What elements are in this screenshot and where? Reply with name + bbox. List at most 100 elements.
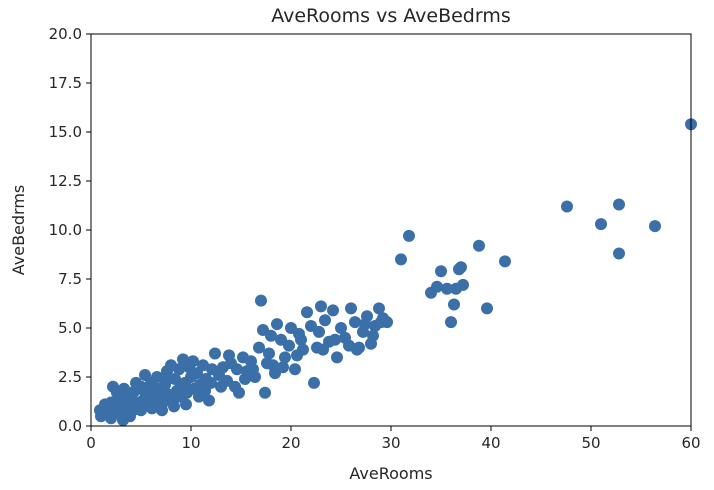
data-point (263, 347, 275, 360)
data-point (291, 349, 303, 362)
data-point (209, 347, 221, 360)
x-axis-label: AveRooms (349, 464, 432, 483)
x-tick-label: 0 (86, 434, 96, 452)
data-point (327, 304, 339, 317)
data-point (140, 388, 152, 401)
data-point (308, 376, 320, 389)
data-point (174, 382, 186, 395)
x-tick-label: 50 (581, 434, 600, 452)
data-point (105, 412, 117, 425)
y-tick-label: 20.0 (49, 25, 82, 43)
data-point (613, 198, 625, 211)
data-point (203, 394, 215, 407)
x-tick-label: 30 (381, 434, 400, 452)
data-point (319, 314, 331, 327)
data-point (295, 333, 307, 346)
data-point (473, 239, 485, 252)
data-point (259, 386, 271, 399)
data-point (499, 255, 511, 268)
y-tick-label: 15.0 (49, 123, 82, 141)
data-point (180, 398, 192, 411)
data-point (289, 363, 301, 376)
x-tick-label: 10 (181, 434, 200, 452)
data-point (261, 357, 273, 370)
data-point (146, 402, 158, 415)
data-point (613, 247, 625, 260)
data-point (283, 339, 295, 352)
data-point (118, 382, 130, 395)
data-point (239, 373, 251, 385)
data-point (375, 316, 387, 329)
data-point (373, 302, 385, 315)
data-point (265, 329, 277, 342)
y-axis-ticks: 0.0 2.5 5.0 7.5 10.0 12.5 15.0 17.5 20.0 (49, 25, 91, 435)
data-point (335, 322, 347, 334)
x-axis-ticks: 0 10 20 30 40 50 60 (86, 426, 701, 452)
data-point (441, 282, 453, 295)
data-point (561, 200, 573, 213)
data-point (435, 265, 447, 278)
data-point (403, 229, 415, 242)
data-point (345, 302, 357, 315)
data-point (156, 404, 168, 417)
data-point (168, 400, 180, 413)
data-point (359, 318, 371, 331)
data-point (317, 343, 329, 356)
data-point (595, 218, 607, 231)
y-tick-label: 17.5 (49, 74, 82, 92)
data-point (233, 386, 245, 399)
data-point (445, 316, 457, 329)
data-point (395, 253, 407, 266)
x-tick-label: 60 (681, 434, 700, 452)
data-point (481, 302, 493, 315)
y-tick-label: 12.5 (49, 172, 82, 190)
data-point (151, 382, 163, 395)
y-tick-label: 10.0 (49, 221, 82, 239)
data-point (205, 376, 217, 389)
y-tick-label: 5.0 (58, 319, 82, 337)
data-point (253, 341, 265, 354)
data-point (349, 316, 361, 329)
data-point (197, 359, 209, 372)
data-point (351, 343, 363, 356)
data-point (115, 408, 127, 421)
data-point (130, 376, 142, 389)
x-tick-label: 20 (281, 434, 300, 452)
data-point (231, 363, 243, 376)
data-point (315, 300, 327, 313)
data-point (162, 373, 174, 385)
data-point (329, 333, 341, 346)
data-point (124, 410, 136, 423)
data-point (279, 351, 291, 364)
data-point (455, 261, 467, 274)
data-point (135, 404, 147, 417)
y-tick-label: 0.0 (58, 417, 82, 435)
data-points (94, 118, 697, 427)
data-point (255, 294, 267, 307)
data-point (448, 298, 460, 311)
chart-title: AveRooms vs AveBedrms (271, 5, 511, 27)
data-point (223, 349, 235, 362)
data-point (151, 371, 163, 383)
data-point (649, 220, 661, 233)
x-tick-label: 40 (481, 434, 500, 452)
data-point (331, 351, 343, 364)
data-point (247, 363, 259, 376)
data-point (431, 280, 443, 293)
data-point (457, 278, 469, 291)
data-point (99, 398, 111, 411)
data-point (313, 325, 325, 338)
data-point (173, 363, 185, 376)
y-tick-label: 7.5 (58, 270, 82, 288)
data-point (95, 410, 107, 423)
y-tick-label: 2.5 (58, 368, 82, 386)
data-point (215, 380, 227, 393)
data-point (367, 329, 379, 342)
data-point (301, 306, 313, 319)
y-axis-label: AveBedrms (9, 185, 28, 276)
data-point (271, 318, 283, 331)
data-point (277, 361, 289, 374)
data-point (187, 355, 199, 368)
